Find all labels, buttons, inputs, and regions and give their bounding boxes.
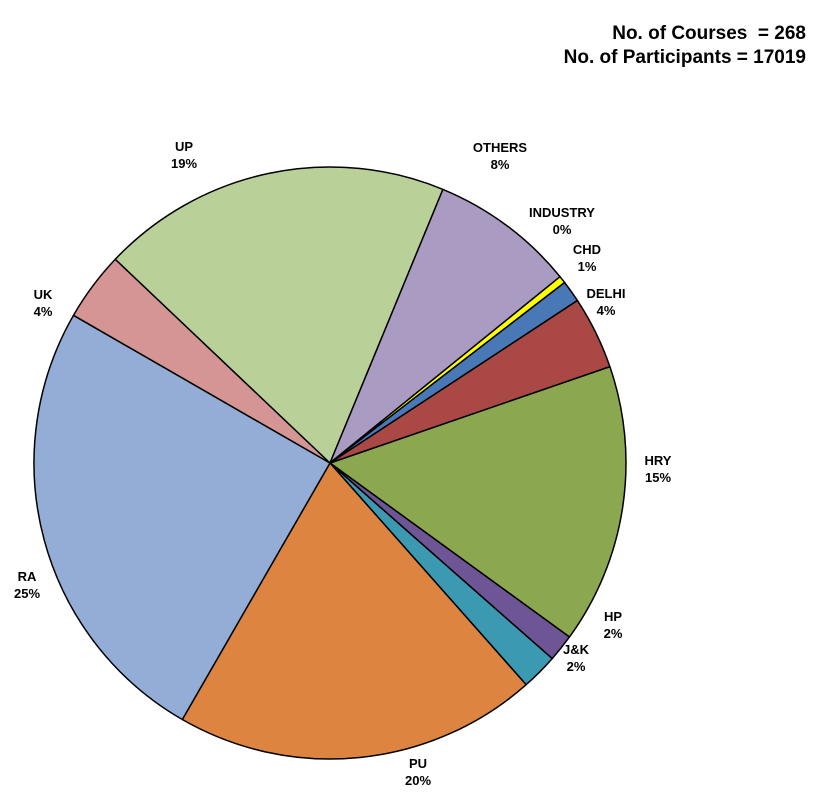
slice-category-label: DELHI — [587, 286, 626, 301]
pie-slice-hry — [329, 365, 627, 638]
slice-percent-label: 2% — [567, 659, 586, 674]
slice-category-label: INDUSTRY — [529, 205, 595, 220]
pie-slices — [33, 166, 627, 760]
pie-slice-ra — [33, 314, 331, 721]
slice-percent-label: 15% — [645, 470, 671, 485]
participants-count: No. of Participants = 17019 — [563, 47, 806, 68]
slice-category-label: HP — [604, 609, 622, 624]
pie-slice-delhi — [329, 299, 611, 464]
slice-label-pu: PU 20% — [405, 756, 431, 788]
slice-percent-label: 4% — [34, 304, 53, 319]
slice-percent-label: 2% — [604, 626, 623, 641]
slice-label-chd: CHD 1% — [573, 242, 601, 274]
slice-category-label: OTHERS — [473, 140, 528, 155]
slice-percent-label: 25% — [14, 586, 40, 601]
slice-label-ra: RA 25% — [14, 569, 40, 601]
slice-label-up: UP 19% — [171, 139, 197, 171]
slice-label-industry: INDUSTRY 0% — [529, 205, 595, 237]
slice-category-label: UK — [34, 287, 53, 302]
slice-label-jandk: J&K 2% — [563, 642, 590, 674]
slice-percent-label: 4% — [597, 303, 616, 318]
slice-label-hry: HRY 15% — [645, 453, 672, 485]
slice-category-label: J&K — [563, 642, 590, 657]
slice-label-hp: HP 2% — [604, 609, 623, 641]
slice-label-uk: UK 4% — [34, 287, 53, 319]
slice-category-label: UP — [175, 139, 193, 154]
slice-percent-label: 19% — [171, 156, 197, 171]
slice-percent-label: 8% — [491, 157, 510, 172]
slice-label-delhi: DELHI 4% — [587, 286, 626, 318]
slice-category-label: HRY — [645, 453, 672, 468]
slice-percent-label: 1% — [578, 259, 597, 274]
summary-stats: No. of Courses = 268 No. of Participants… — [564, 22, 806, 70]
slice-label-others: OTHERS 8% — [473, 140, 528, 172]
pie-slice-up — [114, 166, 444, 464]
pie-slice-pu — [181, 462, 527, 760]
slice-category-label: RA — [18, 569, 37, 584]
slice-percent-label: 0% — [553, 222, 572, 237]
pie-slice-others — [329, 188, 561, 464]
slice-category-label: CHD — [573, 242, 601, 257]
courses-count: No. of Courses = 268 — [612, 23, 806, 44]
slice-percent-label: 20% — [405, 773, 431, 788]
pie-labels: HRY 15% HP 2% J&K 2% PU 20% RA 25% UK 4% UP 19% OTHERS… — [14, 139, 672, 788]
slice-category-label: PU — [409, 756, 427, 771]
